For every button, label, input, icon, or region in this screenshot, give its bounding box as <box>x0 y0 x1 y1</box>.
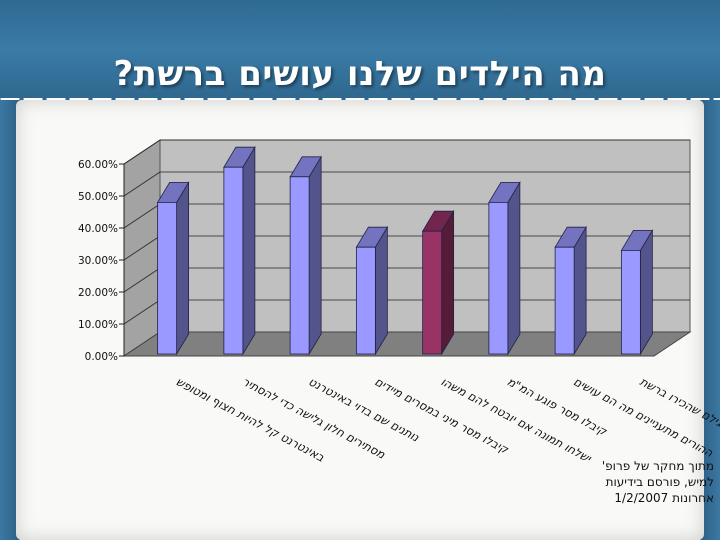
gridline <box>123 139 690 165</box>
y-tick-label: 60.00% <box>78 159 118 171</box>
credit-line-3: אחרונות 1/2/2007 <box>614 491 714 505</box>
bar-side <box>573 225 587 356</box>
page-title: מה הילדים שלנו עושים ברשת? <box>113 54 607 94</box>
bar-side <box>507 180 521 356</box>
bar <box>289 176 310 355</box>
bar-side <box>176 180 190 356</box>
bar <box>157 201 178 355</box>
y-tick-label: 10.00% <box>78 319 118 331</box>
gridline <box>123 171 690 197</box>
bar-side <box>639 228 653 356</box>
bar <box>355 246 376 355</box>
bar-side <box>374 225 388 356</box>
chart-floor <box>122 331 692 357</box>
bar-side <box>242 145 256 356</box>
credit-line-1: מתוך מחקר של פרופ' <box>601 459 714 473</box>
y-tick-label: 30.00% <box>78 255 118 267</box>
source-credit: מתוך מחקר של פרופ' למיש, פורסם בידיעות א… <box>574 458 714 506</box>
bar <box>422 230 443 355</box>
bar <box>488 201 509 355</box>
right-frame <box>700 100 720 540</box>
y-tick-label: 20.00% <box>78 287 118 299</box>
bar-side <box>441 209 455 356</box>
y-tick-label: 40.00% <box>78 223 118 235</box>
bar <box>223 166 244 355</box>
bar <box>554 246 575 355</box>
y-tick-label: 0.00% <box>85 351 118 363</box>
y-tick-label: 50.00% <box>78 191 118 203</box>
bar-side <box>308 155 322 356</box>
left-frame <box>0 100 20 540</box>
credit-line-2: למיש, פורסם בידיעות <box>605 475 714 489</box>
x-category-label: נותנים שם בדוי באינטרנט <box>306 374 422 444</box>
bar <box>620 249 641 355</box>
